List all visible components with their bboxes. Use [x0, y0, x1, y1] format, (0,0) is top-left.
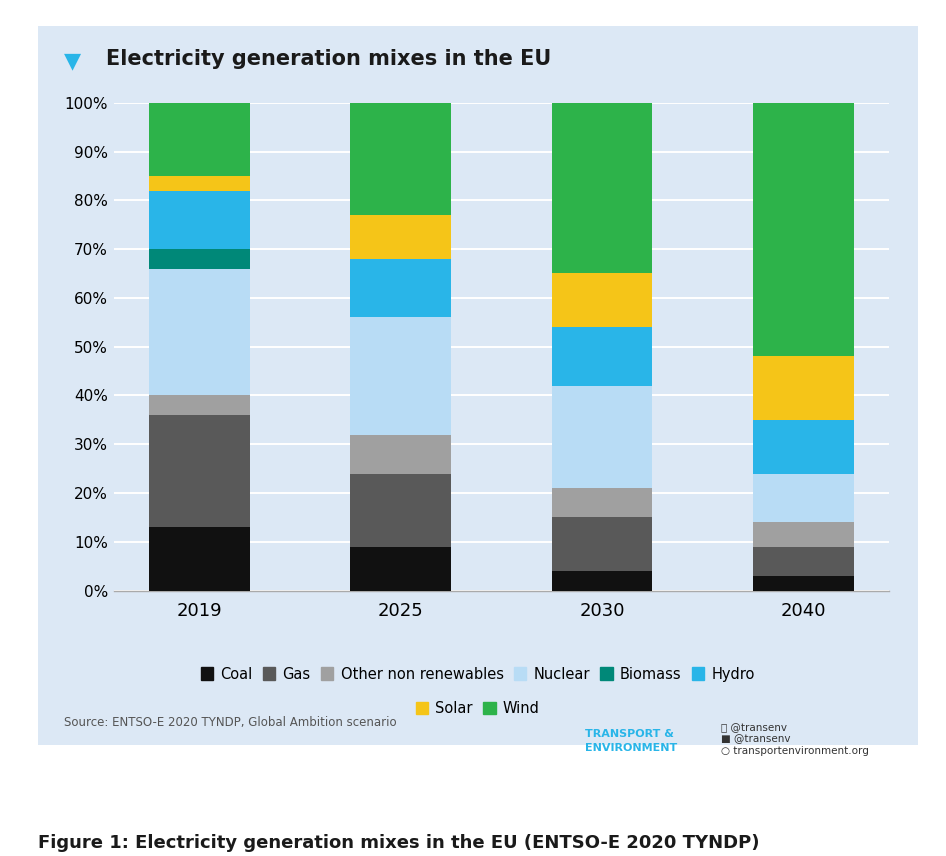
- Bar: [149, 176, 250, 191]
- Bar: [753, 576, 854, 591]
- Bar: [350, 547, 451, 591]
- Bar: [552, 274, 653, 327]
- Bar: [350, 215, 451, 259]
- Bar: [350, 259, 451, 318]
- Bar: [149, 527, 250, 591]
- Bar: [149, 103, 250, 176]
- Legend: Coal, Gas, Other non renewables, Nuclear, Biomass, Hydro: Coal, Gas, Other non renewables, Nuclear…: [201, 667, 755, 681]
- Bar: [149, 269, 250, 395]
- Bar: [350, 473, 451, 547]
- Bar: [552, 386, 653, 488]
- Bar: [149, 415, 250, 527]
- Bar: [350, 318, 451, 435]
- Bar: [753, 547, 854, 576]
- Bar: [753, 522, 854, 547]
- Text: TRANSPORT &
ENVIRONMENT: TRANSPORT & ENVIRONMENT: [585, 729, 677, 753]
- Text: Electricity generation mixes in the EU: Electricity generation mixes in the EU: [107, 49, 552, 68]
- Bar: [149, 191, 250, 249]
- Bar: [753, 103, 854, 356]
- Text: ■ @transenv: ■ @transenv: [721, 734, 790, 745]
- Bar: [552, 517, 653, 571]
- Bar: [753, 356, 854, 420]
- Bar: [552, 327, 653, 386]
- Bar: [149, 395, 250, 415]
- Bar: [753, 473, 854, 522]
- Bar: [149, 249, 250, 269]
- Text: ▼: ▼: [64, 51, 81, 71]
- Bar: [552, 103, 653, 274]
- Text: ␥ @transenv: ␥ @transenv: [721, 723, 787, 734]
- Bar: [350, 435, 451, 473]
- Bar: [552, 571, 653, 591]
- Text: Figure 1: Electricity generation mixes in the EU (ENTSO-E 2020 TYNDP): Figure 1: Electricity generation mixes i…: [38, 834, 760, 852]
- Bar: [350, 103, 451, 215]
- Bar: [552, 488, 653, 517]
- Text: Source: ENTSO-E 2020 TYNDP, Global Ambition scenario: Source: ENTSO-E 2020 TYNDP, Global Ambit…: [64, 716, 397, 729]
- Bar: [753, 420, 854, 473]
- Legend: Solar, Wind: Solar, Wind: [415, 701, 540, 716]
- Text: ○ transportenvironment.org: ○ transportenvironment.org: [721, 746, 868, 756]
